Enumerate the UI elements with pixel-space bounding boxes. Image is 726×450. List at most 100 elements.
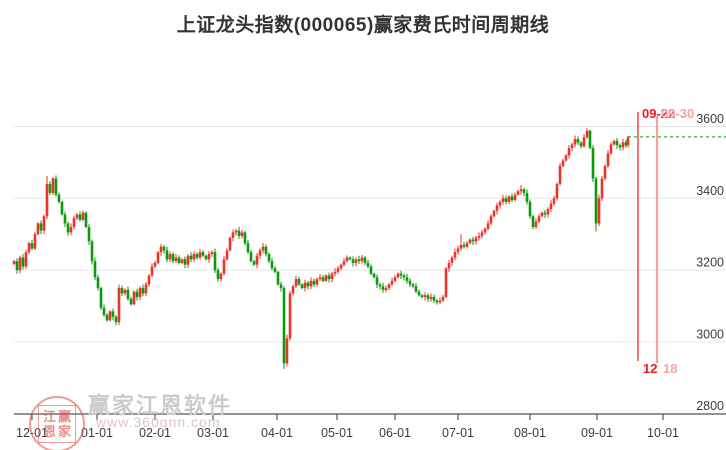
candle-body <box>303 282 307 289</box>
candle-body <box>471 239 475 242</box>
candle-body <box>237 230 241 236</box>
candle-body <box>183 259 187 265</box>
candle-body <box>276 271 280 285</box>
candle-body <box>366 262 370 267</box>
candle-body <box>351 259 355 263</box>
candle-body <box>540 212 544 217</box>
candle-body <box>12 261 16 264</box>
candle-body <box>270 261 274 269</box>
candle-body <box>489 216 493 224</box>
candle-body <box>459 244 463 249</box>
candle-body <box>204 255 208 260</box>
candle-body <box>390 280 394 285</box>
candle-body <box>417 291 421 296</box>
candle-body <box>570 144 574 149</box>
candle-body <box>513 194 517 201</box>
candle-body <box>462 244 466 247</box>
candle-body <box>369 266 373 274</box>
candle-body <box>99 288 103 308</box>
candle-body <box>450 257 454 263</box>
candle-body <box>78 214 82 220</box>
candle-body <box>267 253 271 262</box>
candle-body <box>21 257 25 267</box>
candle-body <box>141 288 145 294</box>
candle-body <box>27 243 31 253</box>
candle-body <box>309 280 313 287</box>
candle-body <box>153 262 157 267</box>
candle-body <box>48 183 52 193</box>
candle-body <box>234 230 238 233</box>
candle-body <box>336 268 340 272</box>
candle-body <box>51 178 55 193</box>
candle-body <box>186 255 190 265</box>
candle-body <box>357 259 361 262</box>
candle-body <box>15 261 19 271</box>
candle-body <box>282 288 286 364</box>
candle-body <box>411 284 415 287</box>
candle-body <box>138 288 142 298</box>
candle-body <box>330 273 334 280</box>
chart-title: 上证龙头指数(000065)赢家费氏时间周期线 <box>176 15 550 36</box>
candle-body <box>438 300 442 303</box>
candle-body <box>426 295 430 299</box>
candle-body <box>435 300 439 303</box>
candle-body <box>258 250 262 256</box>
candle-body <box>315 279 319 285</box>
candle-body <box>528 201 532 217</box>
candle-body <box>105 314 109 321</box>
candle-body <box>348 257 352 260</box>
candle-body <box>483 228 487 233</box>
candle-body <box>240 232 244 236</box>
candle-body <box>300 284 304 289</box>
candle-body <box>294 279 298 287</box>
candle-body <box>552 198 556 204</box>
candle-body <box>111 311 115 317</box>
candle-body <box>159 246 163 253</box>
candle-body <box>129 298 133 305</box>
candle-body <box>243 232 247 244</box>
candle-body <box>30 243 34 249</box>
candle-body <box>342 261 346 265</box>
candle-body <box>126 289 130 299</box>
x-tick-label: 10-01 <box>647 426 679 440</box>
candle-body <box>249 252 253 262</box>
x-tick-label: 04-01 <box>261 426 293 440</box>
candle-body <box>165 250 169 260</box>
candle-body <box>189 255 193 260</box>
candle-body <box>33 234 37 249</box>
candle-body <box>582 137 586 147</box>
candle-body <box>615 140 619 146</box>
candle-body <box>177 257 181 263</box>
candle-body <box>60 201 64 215</box>
candle-body <box>612 140 616 145</box>
candle-body <box>597 198 601 224</box>
candle-body <box>207 253 211 260</box>
candle-body <box>504 198 508 202</box>
candle-body <box>231 232 235 238</box>
candle-body <box>480 232 484 236</box>
candle-body <box>384 288 388 290</box>
candle-body <box>327 275 331 280</box>
candle-body <box>93 261 97 278</box>
candle-body <box>216 270 220 280</box>
candle-body <box>399 273 403 276</box>
candle-body <box>45 183 49 217</box>
cycle-line-2-date-label: 09-30 <box>661 106 695 121</box>
candle-body <box>405 277 409 281</box>
candle-body <box>24 252 28 267</box>
candle-body <box>345 257 349 262</box>
candle-body <box>626 137 630 146</box>
candle-body <box>306 282 310 287</box>
cycle-line-1-date-label: 09-22 <box>642 106 676 121</box>
candle-body <box>531 216 535 228</box>
candle-body <box>297 279 301 285</box>
candle-body <box>39 223 43 231</box>
candle-body <box>192 253 196 260</box>
x-tick-label: 12-01 <box>16 426 48 440</box>
candle-body <box>402 275 406 278</box>
candle-body <box>252 261 256 265</box>
candle-body <box>123 289 127 294</box>
candle-body <box>132 291 136 305</box>
candle-body <box>117 288 121 323</box>
